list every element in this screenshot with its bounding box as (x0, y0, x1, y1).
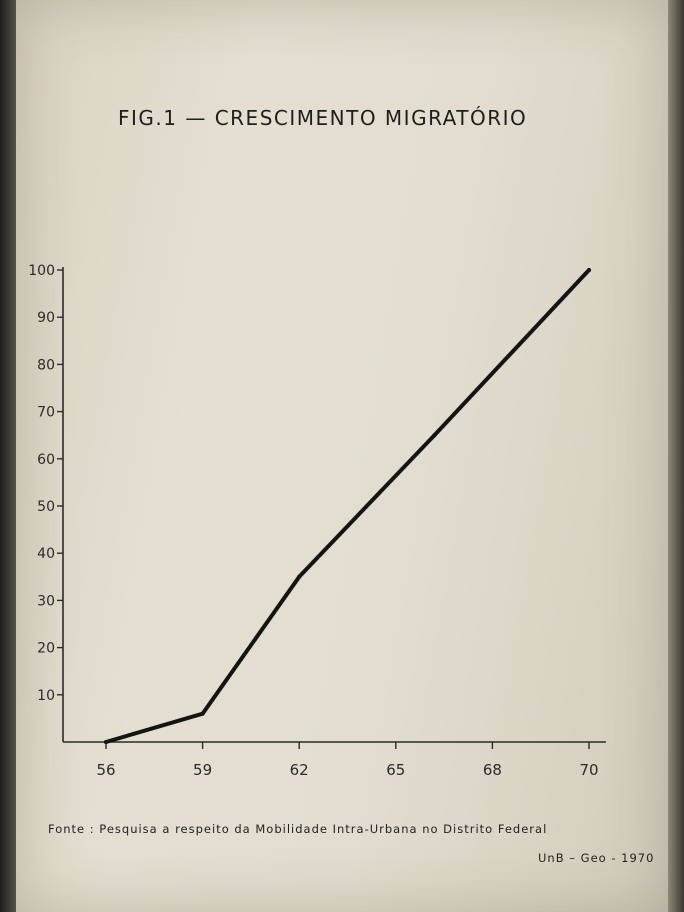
x-tick-label: 62 (290, 761, 309, 779)
y-tick-label: 60 (37, 452, 55, 468)
paper-page (16, 0, 668, 912)
y-tick-label: 70 (37, 405, 55, 421)
series-layer (104, 268, 591, 744)
x-tick-label: 68 (483, 761, 502, 779)
y-tick-label: 90 (37, 310, 55, 326)
x-tick-label: 56 (96, 761, 115, 779)
page-shadow-left (0, 0, 16, 912)
y-tick-label: 20 (37, 641, 55, 657)
x-tick-label: 70 (579, 761, 598, 779)
data-point (297, 574, 302, 579)
y-axis: 10 20 30 40 50 60 70 80 90 100 (28, 263, 64, 742)
page-shadow-right (668, 0, 684, 912)
x-tick-label: 59 (193, 761, 212, 779)
data-point (432, 433, 437, 438)
data-point (587, 268, 591, 272)
figure-title: FIG.1 — CRESCIMENTO MIGRATÓRIO (118, 106, 528, 130)
y-tick-label: 10 (37, 688, 55, 704)
source-note: Fonte : Pesquisa a respeito da Mobilidad… (48, 822, 548, 836)
y-tick-label: 80 (37, 357, 55, 373)
x-axis: 56 59 62 65 68 70 (63, 741, 606, 779)
credit-note: UnB – Geo - 1970 (538, 851, 655, 865)
y-tick-label: 50 (37, 499, 55, 515)
x-tick-label: 65 (386, 761, 405, 779)
data-point (200, 711, 205, 716)
series-line-0 (104, 268, 591, 744)
y-tick-label: 100 (28, 263, 55, 279)
y-tick-label: 40 (37, 546, 55, 562)
y-tick-label: 30 (37, 593, 55, 609)
data-point (104, 740, 108, 744)
